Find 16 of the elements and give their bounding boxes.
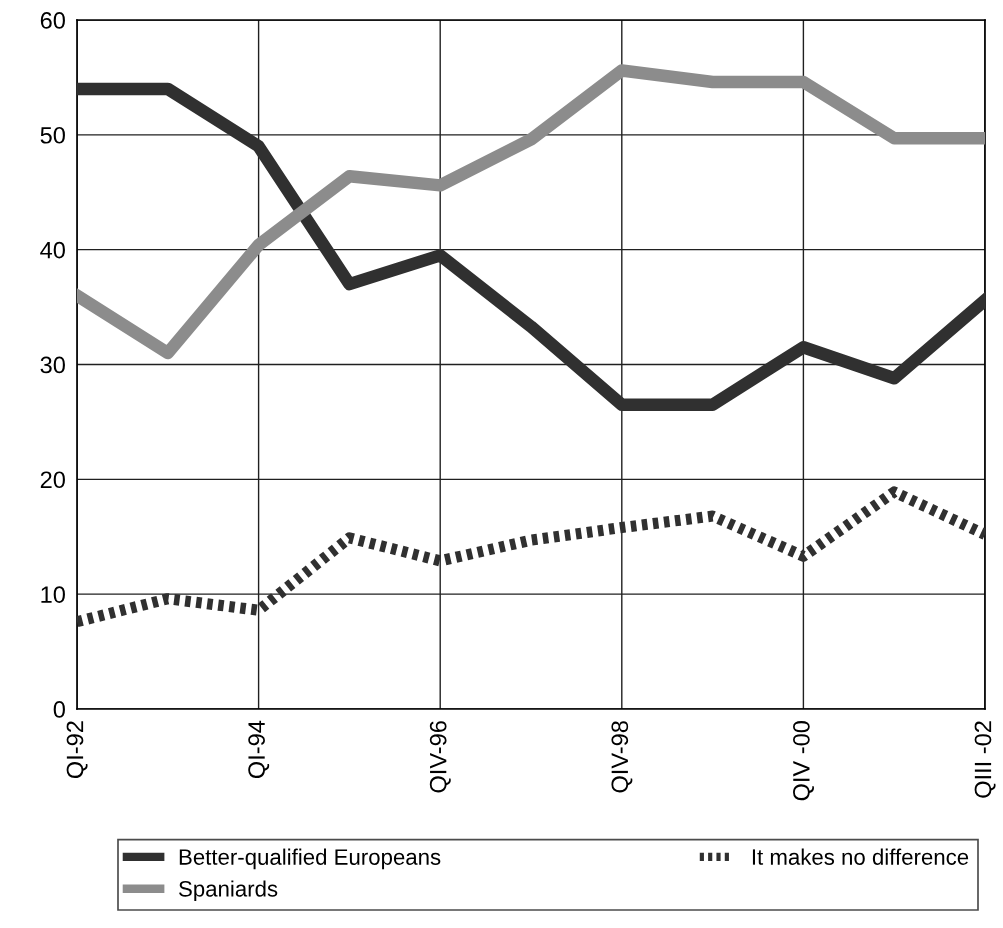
legend-label: Better-qualified Europeans xyxy=(179,848,441,870)
y-tick-label: 60 xyxy=(40,12,65,29)
legend-label: Spaniards xyxy=(179,880,278,902)
y-tick-label: 30 xyxy=(40,356,65,374)
y-tick-label: 50 xyxy=(40,126,65,144)
x-tick-label: QI-94 xyxy=(248,720,270,779)
x-tick-label: QIV-96 xyxy=(429,721,451,793)
y-tick-label: 40 xyxy=(40,241,65,259)
y-tick-label: 20 xyxy=(40,471,65,489)
legend-label: It makes no difference xyxy=(752,848,969,865)
y-tick-label: 0 xyxy=(53,701,65,718)
x-tick-label: QI-92 xyxy=(66,721,88,779)
x-tick-label: QIV -00 xyxy=(793,721,814,801)
y-tick-label: 10 xyxy=(41,586,65,603)
x-tick-label: QIII -02 xyxy=(974,721,996,798)
x-tick-label: QIV-98 xyxy=(611,721,633,793)
